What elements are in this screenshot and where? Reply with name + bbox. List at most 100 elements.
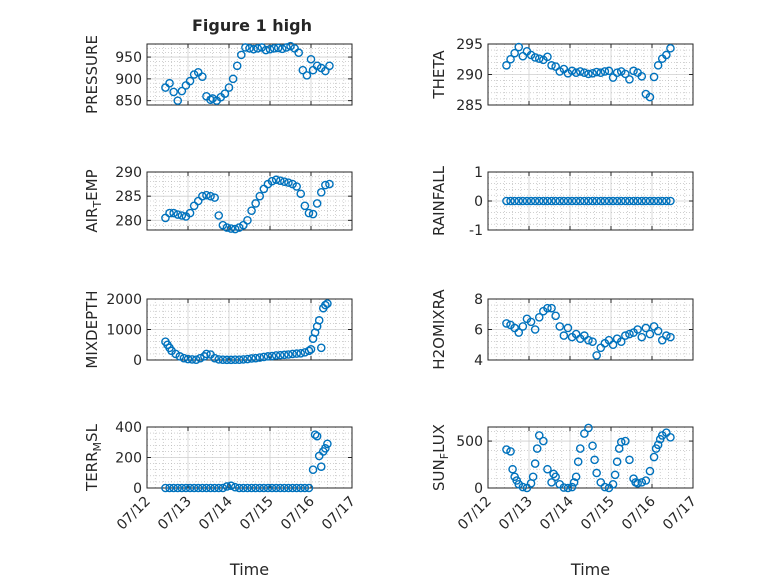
data-point	[592, 351, 601, 360]
data-point	[514, 328, 524, 337]
data-point	[637, 72, 647, 81]
x-tick-label: 07/17	[660, 494, 700, 534]
data-point	[195, 353, 205, 363]
x-tick-label: 07/15	[578, 494, 618, 534]
y-axis-label: AIRTEMP	[83, 169, 104, 232]
data-point	[569, 478, 579, 487]
y-axis-label: H2OMIXRA	[430, 289, 448, 370]
data-point	[310, 430, 320, 439]
data-point	[275, 176, 285, 185]
data-point	[282, 43, 291, 52]
data-point	[510, 196, 519, 206]
data-point	[645, 196, 655, 206]
data-point	[534, 196, 544, 206]
data-point	[596, 68, 606, 77]
y-tick-label: 500	[456, 434, 483, 450]
data-point	[633, 196, 642, 206]
data-point	[573, 457, 583, 467]
data-point	[530, 459, 540, 468]
data-point	[637, 478, 647, 487]
data-point	[165, 78, 174, 88]
data-point	[323, 299, 332, 308]
x-tick-label: 07/16	[619, 493, 659, 533]
data-point	[649, 72, 659, 82]
data-point	[666, 43, 675, 53]
y-tick-label: 0	[474, 481, 483, 497]
data-point	[249, 44, 258, 54]
data-point	[198, 191, 207, 201]
data-point	[547, 303, 556, 313]
axes-box	[146, 43, 353, 106]
data-point	[214, 211, 224, 220]
data-point	[214, 483, 224, 493]
figure-title: Figure 1 high	[192, 16, 312, 35]
y-tick-label: 1	[474, 165, 483, 181]
data-point	[222, 355, 232, 365]
data-point	[243, 354, 252, 364]
data-point	[621, 331, 630, 340]
data-point	[551, 196, 560, 206]
data-point	[662, 50, 671, 60]
data-point	[621, 196, 630, 206]
data-point	[208, 94, 217, 103]
data-point	[284, 483, 293, 493]
subplot-8: 0 500 07/12 07/13 07/14 07/15 07/16 07/17 Time SU…	[430, 423, 700, 579]
data-point	[506, 196, 515, 206]
x-tick-label: 07/17	[319, 494, 359, 534]
data-point	[518, 482, 528, 492]
y-tick-label: 295	[456, 37, 483, 53]
data-point	[292, 349, 301, 358]
data-point	[302, 71, 312, 80]
data-point	[165, 208, 174, 218]
data-point	[224, 83, 234, 92]
data-point	[584, 196, 593, 206]
y-tick-label: 0	[133, 481, 142, 497]
data-point	[532, 444, 542, 453]
data-point	[236, 50, 246, 60]
data-point	[308, 209, 318, 219]
subplot-4: -1 0 1 RAINFALL	[430, 165, 694, 239]
data-point	[588, 337, 597, 347]
data-point	[637, 332, 647, 342]
data-point	[543, 52, 552, 62]
subplot-5: 0 1000 2000 MIXDEPTH	[83, 290, 353, 369]
data-point	[222, 482, 232, 491]
data-point	[181, 483, 191, 493]
data-point	[588, 68, 597, 78]
data-point	[255, 483, 265, 493]
data-point	[275, 350, 285, 360]
data-point	[234, 355, 244, 364]
x-tick-label: 07/16	[278, 493, 318, 533]
data-point	[575, 196, 585, 206]
data-point	[234, 483, 244, 493]
data-point	[502, 445, 511, 454]
data-point	[653, 326, 663, 336]
y-tick-label: 290	[456, 68, 483, 84]
data-point	[323, 439, 332, 449]
data-point	[263, 483, 273, 493]
data-point	[633, 479, 642, 488]
data-point	[502, 196, 511, 206]
data-point	[522, 196, 532, 206]
data-point	[580, 196, 589, 206]
y-tick-label: 950	[115, 50, 142, 66]
data-point	[502, 319, 511, 328]
data-point	[316, 462, 326, 471]
data-point	[179, 353, 189, 363]
data-point	[608, 479, 618, 489]
data-point	[271, 483, 281, 493]
data-point	[177, 211, 187, 220]
data-point	[183, 354, 193, 364]
data-point	[534, 431, 544, 440]
data-point	[198, 72, 207, 81]
data-point	[321, 444, 330, 453]
data-point	[649, 196, 659, 206]
data-point	[284, 350, 293, 359]
data-point	[621, 69, 630, 79]
x-tick-label: 07/13	[155, 494, 195, 534]
y-axis-label: RAINFALL	[430, 165, 448, 236]
data-point	[555, 322, 565, 331]
data-point	[161, 483, 170, 493]
data-point	[514, 42, 524, 52]
data-point	[653, 61, 663, 70]
